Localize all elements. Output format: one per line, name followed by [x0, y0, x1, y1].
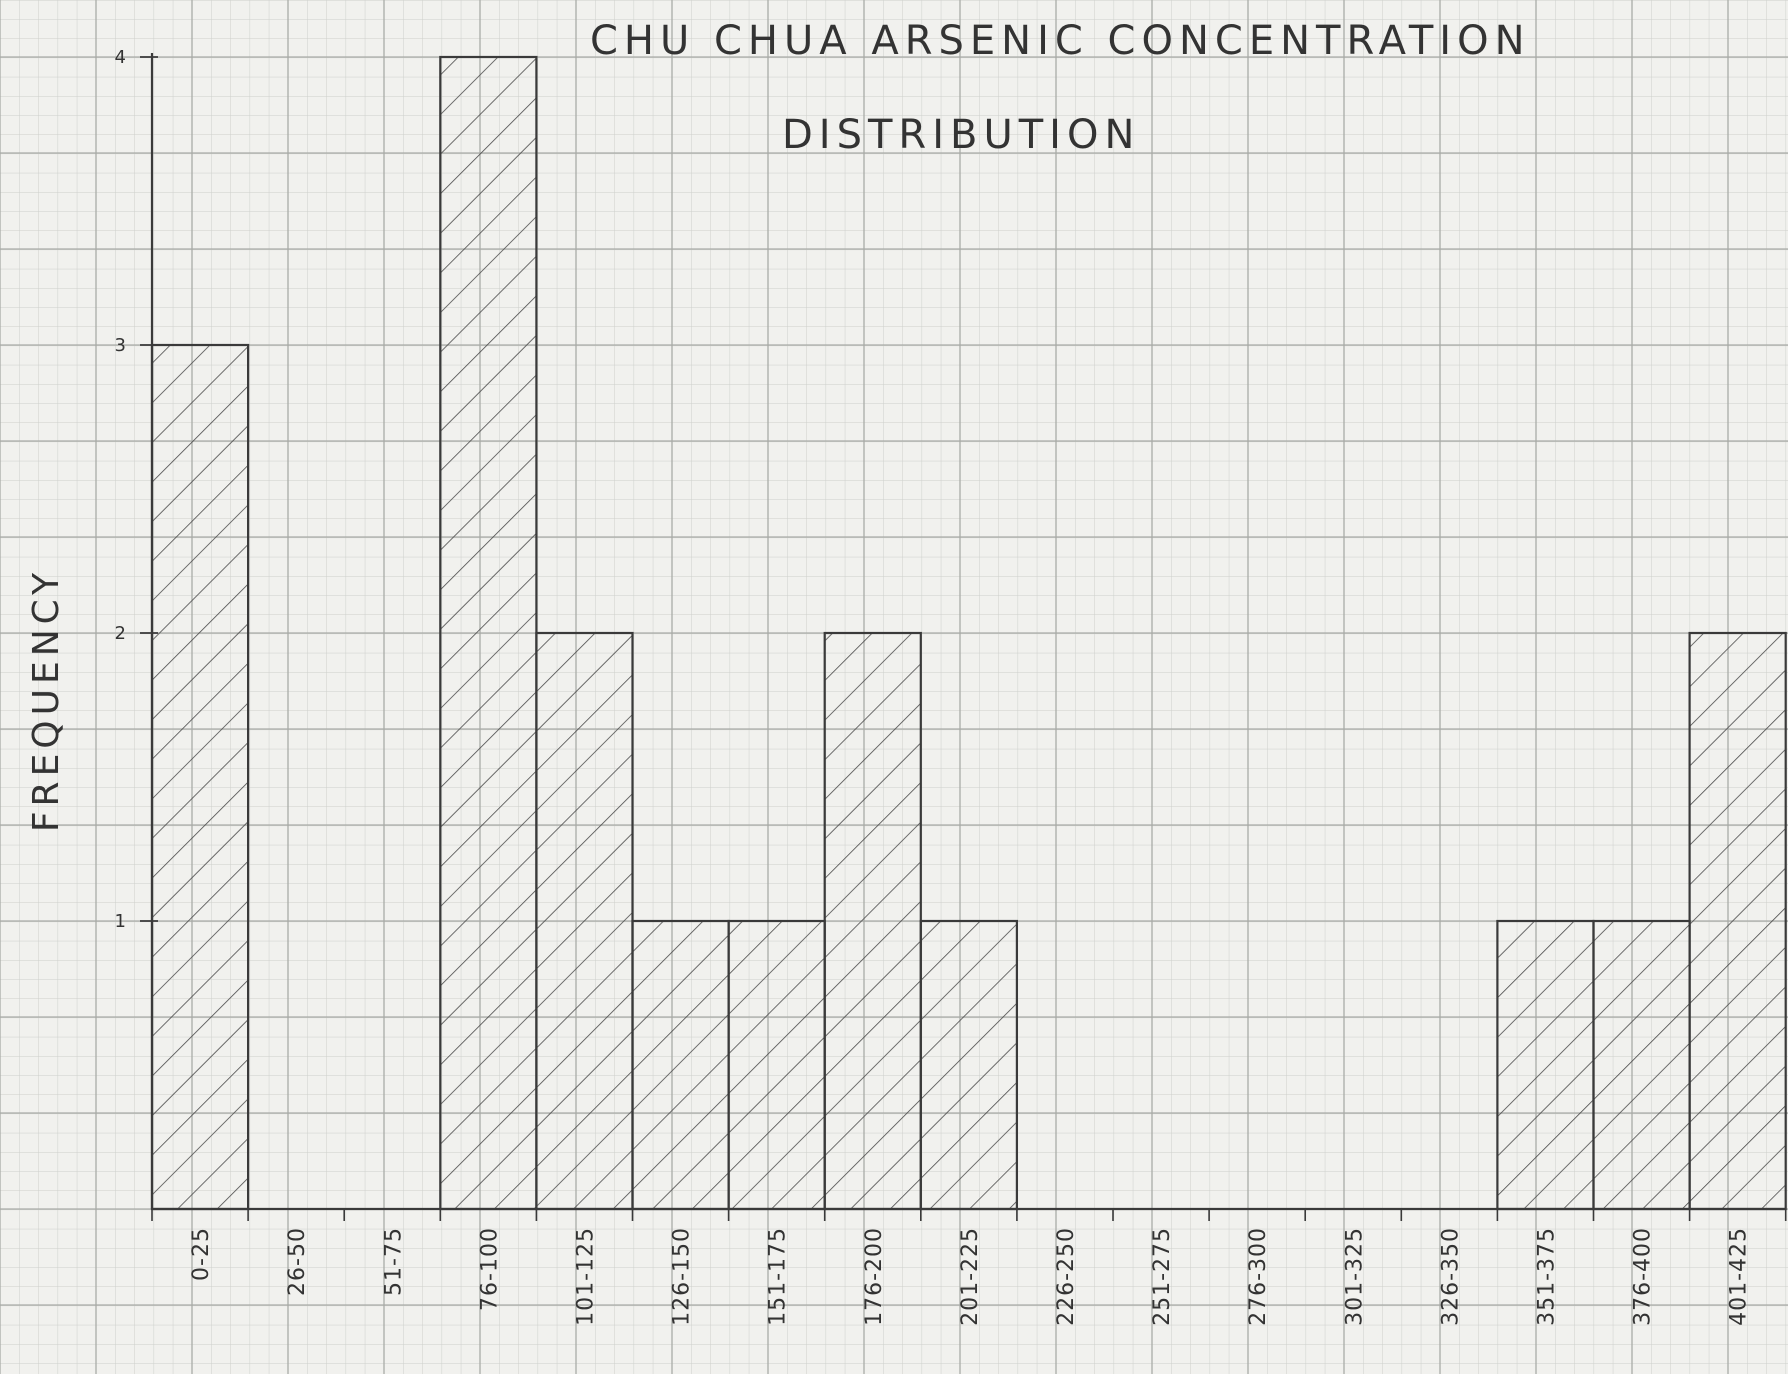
x-tick-label: 126-150: [670, 1227, 695, 1326]
bar-76-100: [439, 55, 538, 1211]
x-tick-label: 176-200: [862, 1227, 887, 1326]
x-tick-label: 351-375: [1534, 1227, 1559, 1326]
y-tick-label: 3: [115, 335, 126, 356]
x-tick-label: 251-275: [1150, 1227, 1175, 1326]
x-tick-label: 76-100: [477, 1227, 502, 1311]
x-tick-label: 201-225: [958, 1227, 983, 1326]
x-tick-label: 401-425: [1727, 1227, 1752, 1326]
x-tick-label: 226-250: [1054, 1227, 1079, 1326]
bar-126-150: [631, 919, 730, 1211]
x-tick-label: 101-125: [573, 1227, 598, 1326]
axes-group: [150, 53, 1787, 1221]
x-tick-labels-group: 0-25 26-50 51-75 76-100 101-125 126-150 151-17…: [189, 1227, 1752, 1326]
y-tick-label: 1: [115, 911, 126, 932]
bars-group: [150, 55, 1787, 1211]
x-tick-label: 326-350: [1438, 1227, 1463, 1326]
bar-151-175: [727, 919, 826, 1211]
bar-401-425: [1688, 631, 1787, 1211]
chart-title: CHU CHUA ARSENIC CONCENTRATION: [590, 18, 1531, 64]
bar-0-25: [150, 343, 250, 1211]
y-tick-label: 2: [115, 623, 126, 644]
x-tick-label: 276-300: [1246, 1227, 1271, 1326]
bar-351-375: [1496, 919, 1595, 1211]
y-tick-label: 4: [115, 47, 126, 68]
y-ticks-group: 1 2 3 4: [115, 47, 158, 932]
x-tick-label: 151-175: [766, 1227, 791, 1326]
bar-201-225: [919, 919, 1018, 1211]
bar-101-125: [535, 631, 634, 1211]
y-axis-label: FREQUENCY: [26, 568, 67, 832]
bar-376-400: [1592, 919, 1691, 1211]
x-tick-label: 376-400: [1631, 1227, 1656, 1326]
bar-176-200: [823, 631, 922, 1211]
x-tick-label: 26-50: [285, 1227, 310, 1296]
x-tick-label: 301-325: [1342, 1227, 1367, 1326]
x-tick-label: 51-75: [381, 1227, 406, 1296]
x-tick-label: 0-25: [189, 1227, 214, 1281]
chart-subtitle: DISTRIBUTION: [782, 112, 1140, 158]
